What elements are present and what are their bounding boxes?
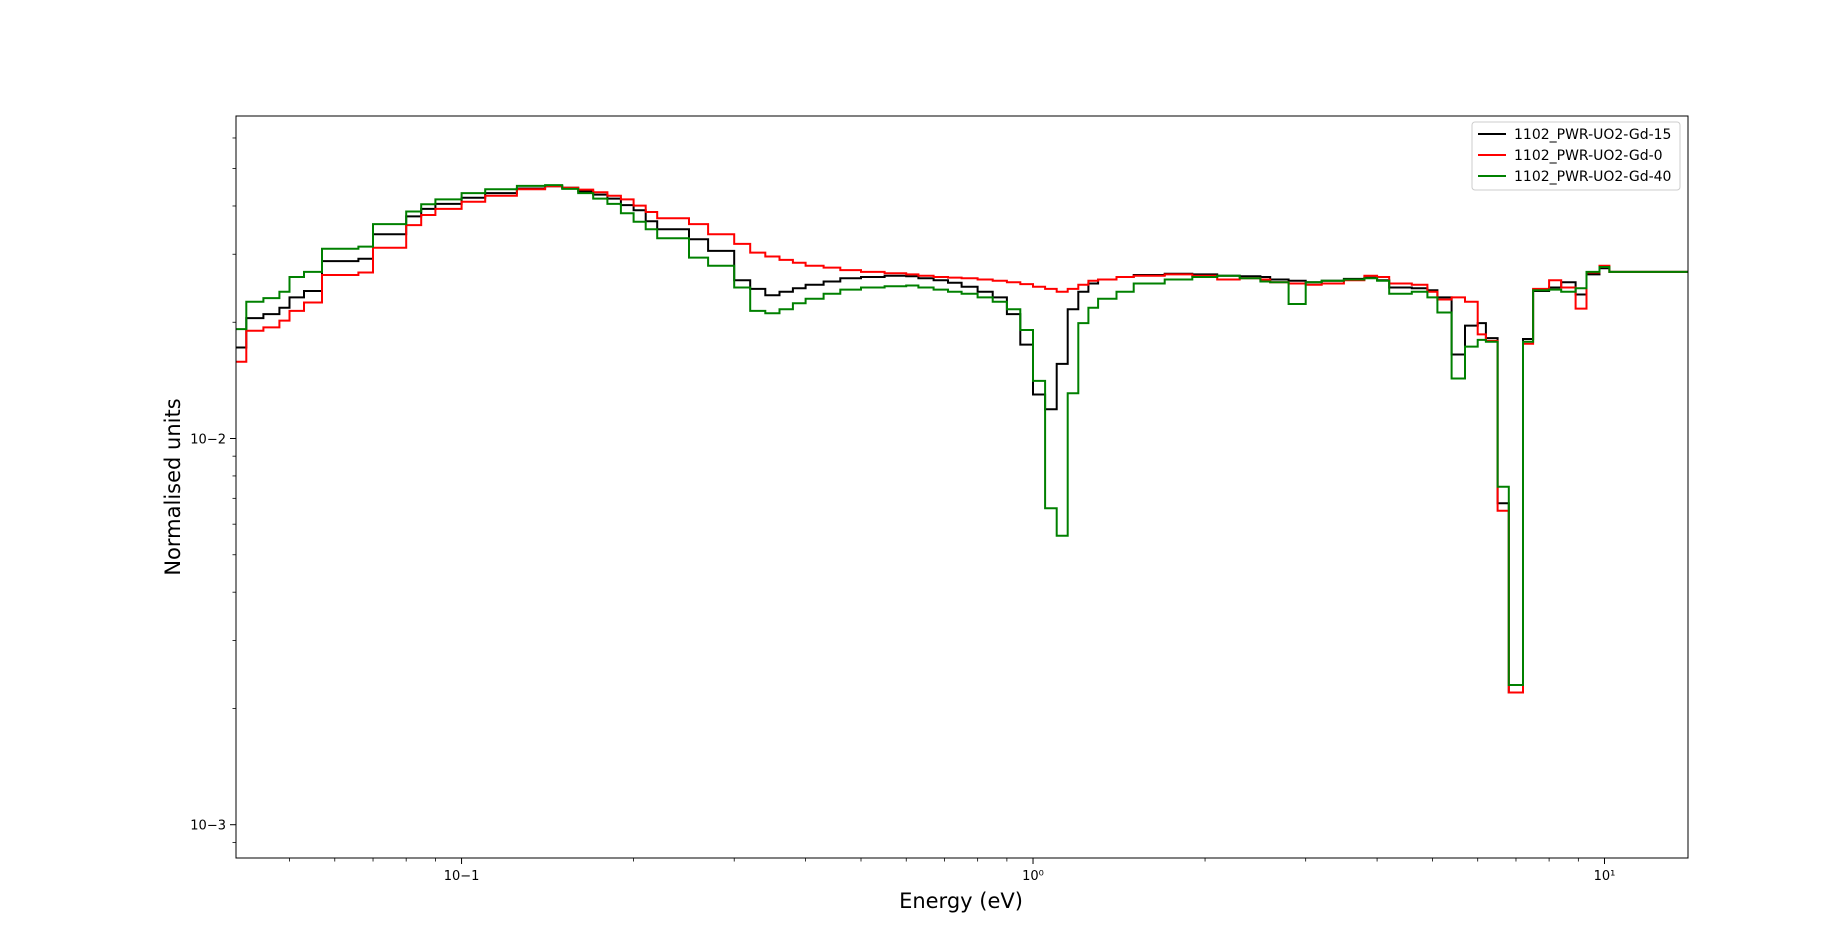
x-tick-label: 10¹	[1594, 869, 1616, 884]
legend: 1102_PWR-UO2-Gd-15 1102_PWR-UO2-Gd-0 1102_…	[1471, 121, 1681, 191]
series-line-2	[236, 185, 1688, 694]
y-axis-ticks: 10−3 10−2	[190, 137, 236, 843]
y-axis-label: Normalised units	[161, 398, 185, 575]
x-axis-ticks: 10−1 10⁰ 10¹	[289, 858, 1616, 884]
legend-label-3: 1102_PWR-UO2-Gd-40	[1514, 169, 1671, 185]
legend-frame	[1471, 121, 1681, 191]
x-tick-label: 10⁰	[1022, 869, 1044, 884]
x-axis-label: Energy (eV)	[899, 889, 1023, 913]
series-layer	[236, 184, 1688, 694]
plot-frame	[235, 115, 1689, 859]
series-line-3	[236, 184, 1688, 686]
x-tick-label: 10−1	[444, 869, 480, 884]
y-tick-label: 10−2	[190, 433, 226, 448]
legend-label-2: 1102_PWR-UO2-Gd-0	[1514, 148, 1663, 164]
y-tick-label: 10−3	[190, 819, 226, 834]
legend-label-1: 1102_PWR-UO2-Gd-15	[1514, 127, 1671, 143]
